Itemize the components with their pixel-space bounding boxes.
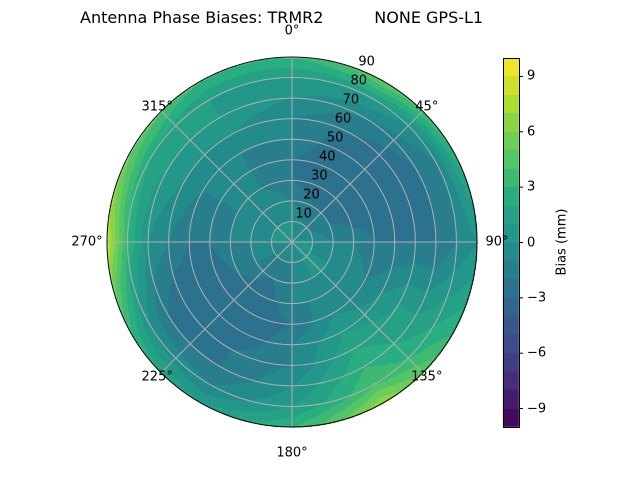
polar-frame <box>106 56 478 428</box>
angular-tick-label: 180° <box>276 445 308 461</box>
radial-tick-label: 10 <box>295 206 312 222</box>
colorbar-tick-label: −6 <box>527 345 547 361</box>
radial-tick-label: 40 <box>319 149 336 165</box>
colorbar-tick-label: −3 <box>527 290 547 306</box>
angular-gridline <box>291 241 424 374</box>
angular-tick-label: 135° <box>411 369 443 385</box>
angular-gridline <box>160 241 293 374</box>
radial-tick-label: 20 <box>303 187 320 203</box>
radial-tick-label: 90 <box>358 54 375 70</box>
angular-gridline <box>291 110 424 243</box>
radial-gridline <box>229 179 355 305</box>
colorbar-label: Bias (mm) <box>554 208 570 276</box>
radial-gridline <box>188 138 396 346</box>
colorbar-frame <box>503 58 520 428</box>
angular-tick-label: 45° <box>415 99 439 115</box>
radial-tick-label: 30 <box>311 168 328 184</box>
radial-gridline <box>209 159 375 325</box>
angular-tick-label: 270° <box>71 234 103 250</box>
radial-tick-label: 60 <box>334 111 352 127</box>
colorbar-tick-label: 6 <box>527 124 536 140</box>
colorbar-tick-label: 0 <box>527 235 536 250</box>
colorbar-tick-label: 3 <box>527 179 536 195</box>
radial-gridline <box>250 200 334 284</box>
angular-gridline <box>160 110 293 243</box>
radial-gridline <box>270 220 314 264</box>
radial-tick-label: 80 <box>350 73 368 89</box>
radial-gridline <box>168 118 416 366</box>
radial-tick-label: 50 <box>326 130 344 146</box>
colorbar-tick-label: 9 <box>527 68 536 84</box>
colorbar-tick-label: −9 <box>527 401 547 417</box>
angular-tick-label: 225° <box>141 369 173 385</box>
radial-gridline <box>127 77 457 407</box>
angular-tick-label: 315° <box>141 99 173 115</box>
radial-tick-label: 70 <box>342 92 360 108</box>
radial-gridline <box>147 97 437 387</box>
chart-title: Antenna Phase Biases: TRMR2 NONE GPS-L1 <box>80 8 484 27</box>
angular-tick-label: 90° <box>485 234 509 250</box>
